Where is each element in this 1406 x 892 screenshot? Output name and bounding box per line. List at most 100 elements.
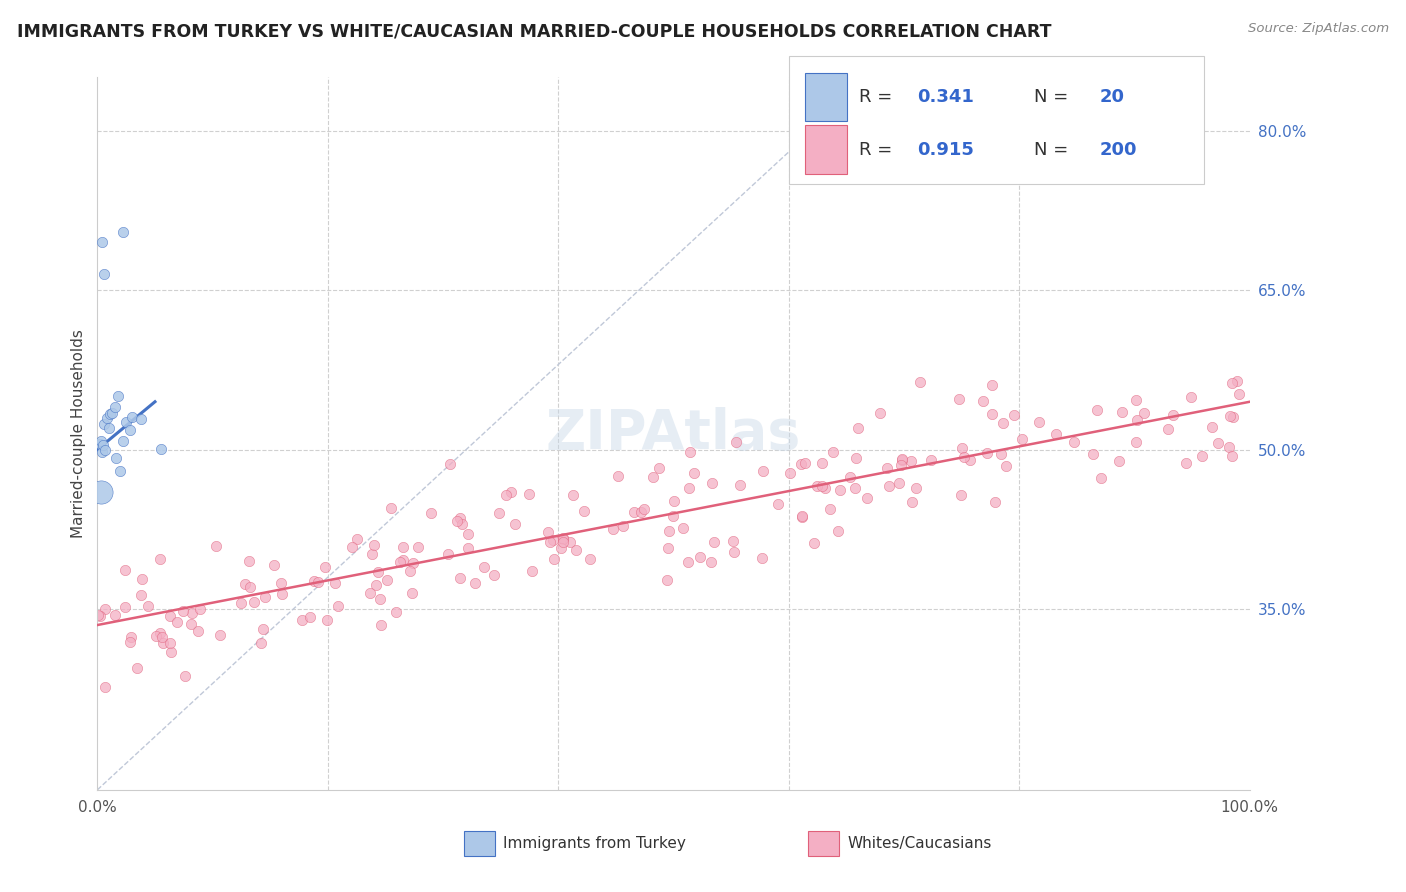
- Point: [250, 636, 273, 650]
- Point: [160, 645, 183, 659]
- Point: [152, 636, 174, 650]
- Point: [633, 502, 655, 516]
- Point: [602, 522, 624, 536]
- Point: [730, 478, 752, 492]
- Point: [984, 495, 1007, 509]
- Point: [449, 510, 471, 524]
- Point: [129, 589, 152, 603]
- Point: [679, 445, 702, 459]
- Point: [643, 470, 665, 484]
- Point: [159, 609, 181, 624]
- Point: [703, 534, 725, 549]
- Point: [901, 495, 924, 509]
- Point: [457, 541, 479, 555]
- Point: [522, 564, 544, 578]
- Text: Immigrants from Turkey: Immigrants from Turkey: [503, 837, 686, 851]
- Point: [93, 417, 115, 432]
- Point: [1111, 404, 1133, 418]
- Point: [1201, 420, 1223, 434]
- Point: [129, 412, 152, 426]
- Point: [702, 476, 724, 491]
- Point: [959, 452, 981, 467]
- Point: [205, 539, 228, 553]
- Point: [869, 406, 891, 420]
- Point: [235, 576, 257, 591]
- Point: [699, 555, 721, 569]
- Point: [97, 421, 120, 435]
- Point: [118, 423, 141, 437]
- Point: [437, 547, 460, 561]
- Point: [950, 442, 973, 456]
- Point: [553, 531, 575, 545]
- Point: [891, 452, 914, 467]
- Point: [89, 436, 111, 450]
- Point: [180, 616, 202, 631]
- Point: [682, 466, 704, 480]
- Point: [1218, 440, 1240, 454]
- Point: [562, 488, 585, 502]
- Point: [439, 457, 461, 471]
- Point: [367, 565, 389, 579]
- Point: [948, 392, 970, 407]
- Point: [150, 630, 173, 644]
- Point: [790, 508, 813, 523]
- Point: [1220, 450, 1243, 464]
- Point: [538, 534, 561, 549]
- Point: [828, 483, 851, 497]
- Point: [149, 442, 172, 456]
- Point: [389, 555, 412, 569]
- Point: [94, 443, 117, 458]
- Point: [721, 534, 744, 549]
- Point: [1157, 422, 1180, 436]
- Point: [1191, 449, 1213, 463]
- Point: [1002, 408, 1025, 422]
- Point: [1220, 376, 1243, 390]
- Point: [366, 578, 388, 592]
- Point: [827, 524, 849, 539]
- Point: [751, 464, 773, 478]
- Point: [1108, 453, 1130, 467]
- Point: [994, 458, 1017, 473]
- Point: [806, 479, 828, 493]
- Point: [145, 629, 167, 643]
- Point: [657, 541, 679, 555]
- Point: [110, 464, 132, 478]
- Point: [450, 516, 472, 531]
- Point: [375, 573, 398, 587]
- Point: [972, 393, 994, 408]
- Text: R =: R =: [859, 141, 898, 159]
- Point: [391, 540, 413, 554]
- Point: [1085, 403, 1108, 417]
- Point: [91, 438, 114, 452]
- Point: [449, 571, 471, 585]
- Point: [658, 524, 681, 538]
- Point: [385, 605, 408, 619]
- Point: [402, 556, 425, 570]
- Point: [298, 609, 321, 624]
- Text: 0.341: 0.341: [918, 88, 974, 106]
- Point: [93, 601, 115, 615]
- Point: [689, 550, 711, 565]
- Point: [790, 458, 813, 472]
- Point: [662, 494, 685, 508]
- Point: [111, 225, 134, 239]
- Point: [846, 421, 869, 435]
- Point: [111, 434, 134, 449]
- Point: [149, 626, 172, 640]
- Point: [1126, 413, 1149, 427]
- Point: [91, 235, 114, 250]
- Point: [856, 491, 879, 505]
- Point: [243, 594, 266, 608]
- Point: [1219, 409, 1241, 423]
- Point: [976, 446, 998, 460]
- Point: [391, 553, 413, 567]
- Point: [180, 606, 202, 620]
- Point: [263, 558, 285, 572]
- Point: [159, 636, 181, 650]
- Point: [550, 541, 572, 556]
- Point: [368, 592, 391, 607]
- Point: [724, 435, 747, 450]
- Point: [845, 451, 868, 466]
- Point: [93, 267, 115, 281]
- Point: [537, 524, 560, 539]
